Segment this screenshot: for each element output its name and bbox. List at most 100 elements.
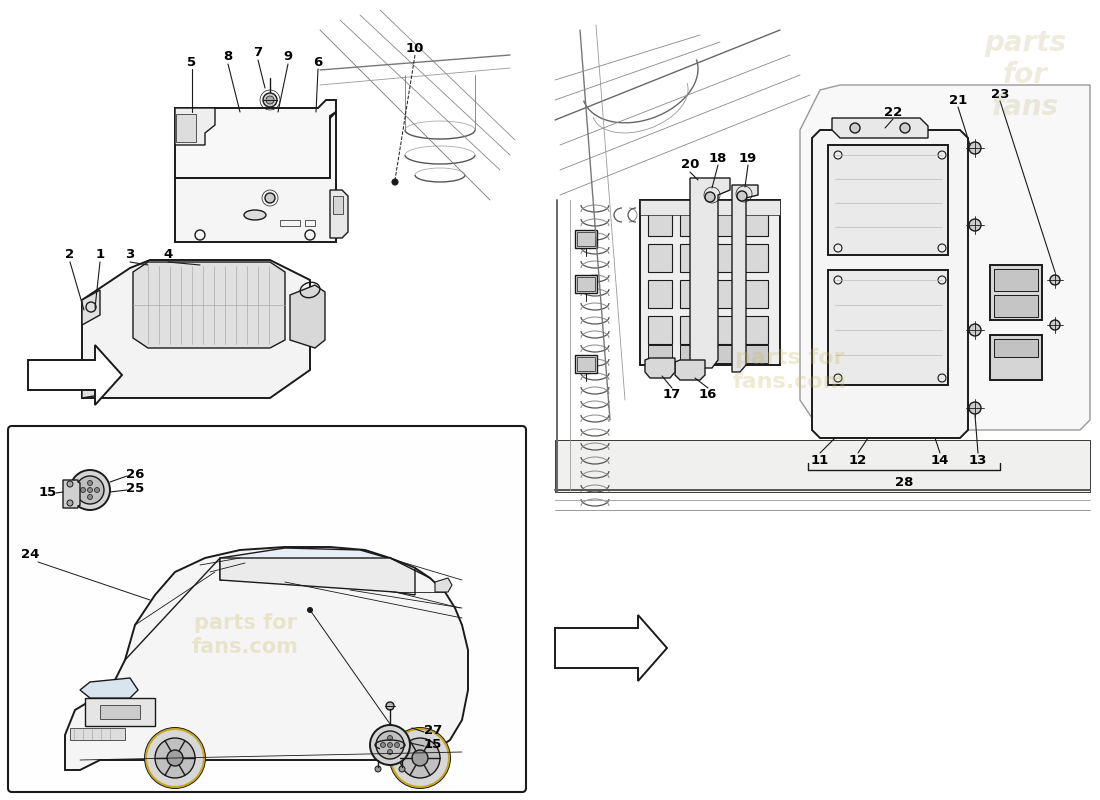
Polygon shape bbox=[330, 190, 348, 238]
Circle shape bbox=[167, 750, 183, 766]
Bar bbox=[575, 355, 597, 373]
Bar bbox=[648, 316, 672, 344]
Bar bbox=[85, 698, 155, 726]
Text: 16: 16 bbox=[698, 389, 717, 402]
Circle shape bbox=[80, 487, 86, 493]
Polygon shape bbox=[732, 185, 758, 372]
Bar bbox=[744, 280, 768, 308]
Bar bbox=[712, 280, 736, 308]
Text: parts for
fans.com: parts for fans.com bbox=[733, 349, 847, 392]
Circle shape bbox=[392, 179, 398, 185]
Bar bbox=[712, 316, 736, 344]
Bar bbox=[640, 200, 780, 365]
Circle shape bbox=[265, 193, 275, 203]
Circle shape bbox=[381, 742, 385, 747]
Polygon shape bbox=[800, 85, 1090, 430]
Circle shape bbox=[412, 750, 428, 766]
Circle shape bbox=[399, 766, 405, 772]
Bar bbox=[280, 220, 300, 226]
Circle shape bbox=[67, 500, 73, 506]
Circle shape bbox=[387, 750, 393, 754]
Text: 12: 12 bbox=[849, 454, 867, 466]
Polygon shape bbox=[175, 112, 336, 242]
Polygon shape bbox=[28, 345, 122, 405]
Circle shape bbox=[386, 702, 394, 710]
Bar bbox=[744, 208, 768, 236]
Polygon shape bbox=[690, 178, 730, 368]
Text: 20: 20 bbox=[681, 158, 700, 171]
Text: 10: 10 bbox=[406, 42, 425, 54]
Bar bbox=[648, 208, 672, 236]
Ellipse shape bbox=[244, 210, 266, 220]
Text: 4: 4 bbox=[164, 249, 173, 262]
Bar bbox=[680, 208, 704, 236]
Polygon shape bbox=[133, 262, 285, 348]
Bar bbox=[744, 345, 768, 363]
Circle shape bbox=[969, 324, 981, 336]
Polygon shape bbox=[675, 360, 705, 380]
Circle shape bbox=[67, 481, 73, 487]
Bar bbox=[712, 244, 736, 272]
Circle shape bbox=[1050, 275, 1060, 285]
Text: 2: 2 bbox=[65, 249, 75, 262]
Text: 13: 13 bbox=[969, 454, 987, 466]
Bar bbox=[994, 339, 1038, 357]
Circle shape bbox=[900, 123, 910, 133]
Bar bbox=[100, 705, 140, 719]
Polygon shape bbox=[556, 615, 667, 681]
Text: 7: 7 bbox=[253, 46, 263, 59]
Circle shape bbox=[969, 219, 981, 231]
Circle shape bbox=[88, 487, 92, 493]
Circle shape bbox=[308, 607, 312, 613]
Circle shape bbox=[390, 728, 450, 788]
Polygon shape bbox=[832, 118, 928, 138]
Text: 25: 25 bbox=[125, 482, 144, 494]
Polygon shape bbox=[82, 370, 100, 398]
Bar bbox=[578, 232, 595, 246]
Text: 24: 24 bbox=[21, 549, 40, 562]
Circle shape bbox=[387, 735, 393, 741]
Circle shape bbox=[850, 123, 860, 133]
Text: 26: 26 bbox=[125, 467, 144, 481]
Bar bbox=[176, 114, 196, 142]
Text: 9: 9 bbox=[284, 50, 293, 63]
Bar bbox=[305, 220, 315, 226]
Circle shape bbox=[969, 402, 981, 414]
Bar bbox=[994, 269, 1038, 291]
Bar bbox=[640, 200, 780, 215]
Text: 14: 14 bbox=[931, 454, 949, 466]
Circle shape bbox=[737, 191, 747, 201]
Text: 5: 5 bbox=[187, 55, 197, 69]
Bar bbox=[744, 316, 768, 344]
Bar bbox=[712, 345, 736, 363]
Bar bbox=[994, 295, 1038, 317]
Text: 27: 27 bbox=[424, 723, 442, 737]
Bar bbox=[648, 345, 672, 363]
Circle shape bbox=[88, 481, 92, 486]
Bar bbox=[680, 345, 704, 363]
Text: parts for
fans.com: parts for fans.com bbox=[191, 614, 298, 657]
Bar bbox=[990, 265, 1042, 320]
Polygon shape bbox=[556, 440, 1090, 492]
Bar bbox=[828, 270, 948, 385]
Bar bbox=[680, 244, 704, 272]
Bar bbox=[990, 335, 1042, 380]
Bar bbox=[680, 316, 704, 344]
Circle shape bbox=[370, 725, 410, 765]
Text: 23: 23 bbox=[991, 87, 1009, 101]
Bar bbox=[648, 244, 672, 272]
Text: 21: 21 bbox=[949, 94, 967, 106]
Polygon shape bbox=[63, 480, 80, 508]
Polygon shape bbox=[290, 285, 324, 348]
Circle shape bbox=[145, 728, 205, 788]
Bar bbox=[333, 196, 343, 214]
Polygon shape bbox=[175, 108, 214, 145]
Polygon shape bbox=[82, 290, 100, 325]
Bar bbox=[712, 208, 736, 236]
Bar bbox=[828, 145, 948, 255]
Polygon shape bbox=[812, 130, 968, 438]
Circle shape bbox=[375, 766, 381, 772]
Polygon shape bbox=[434, 578, 452, 592]
Polygon shape bbox=[645, 358, 675, 378]
Bar bbox=[578, 357, 595, 371]
